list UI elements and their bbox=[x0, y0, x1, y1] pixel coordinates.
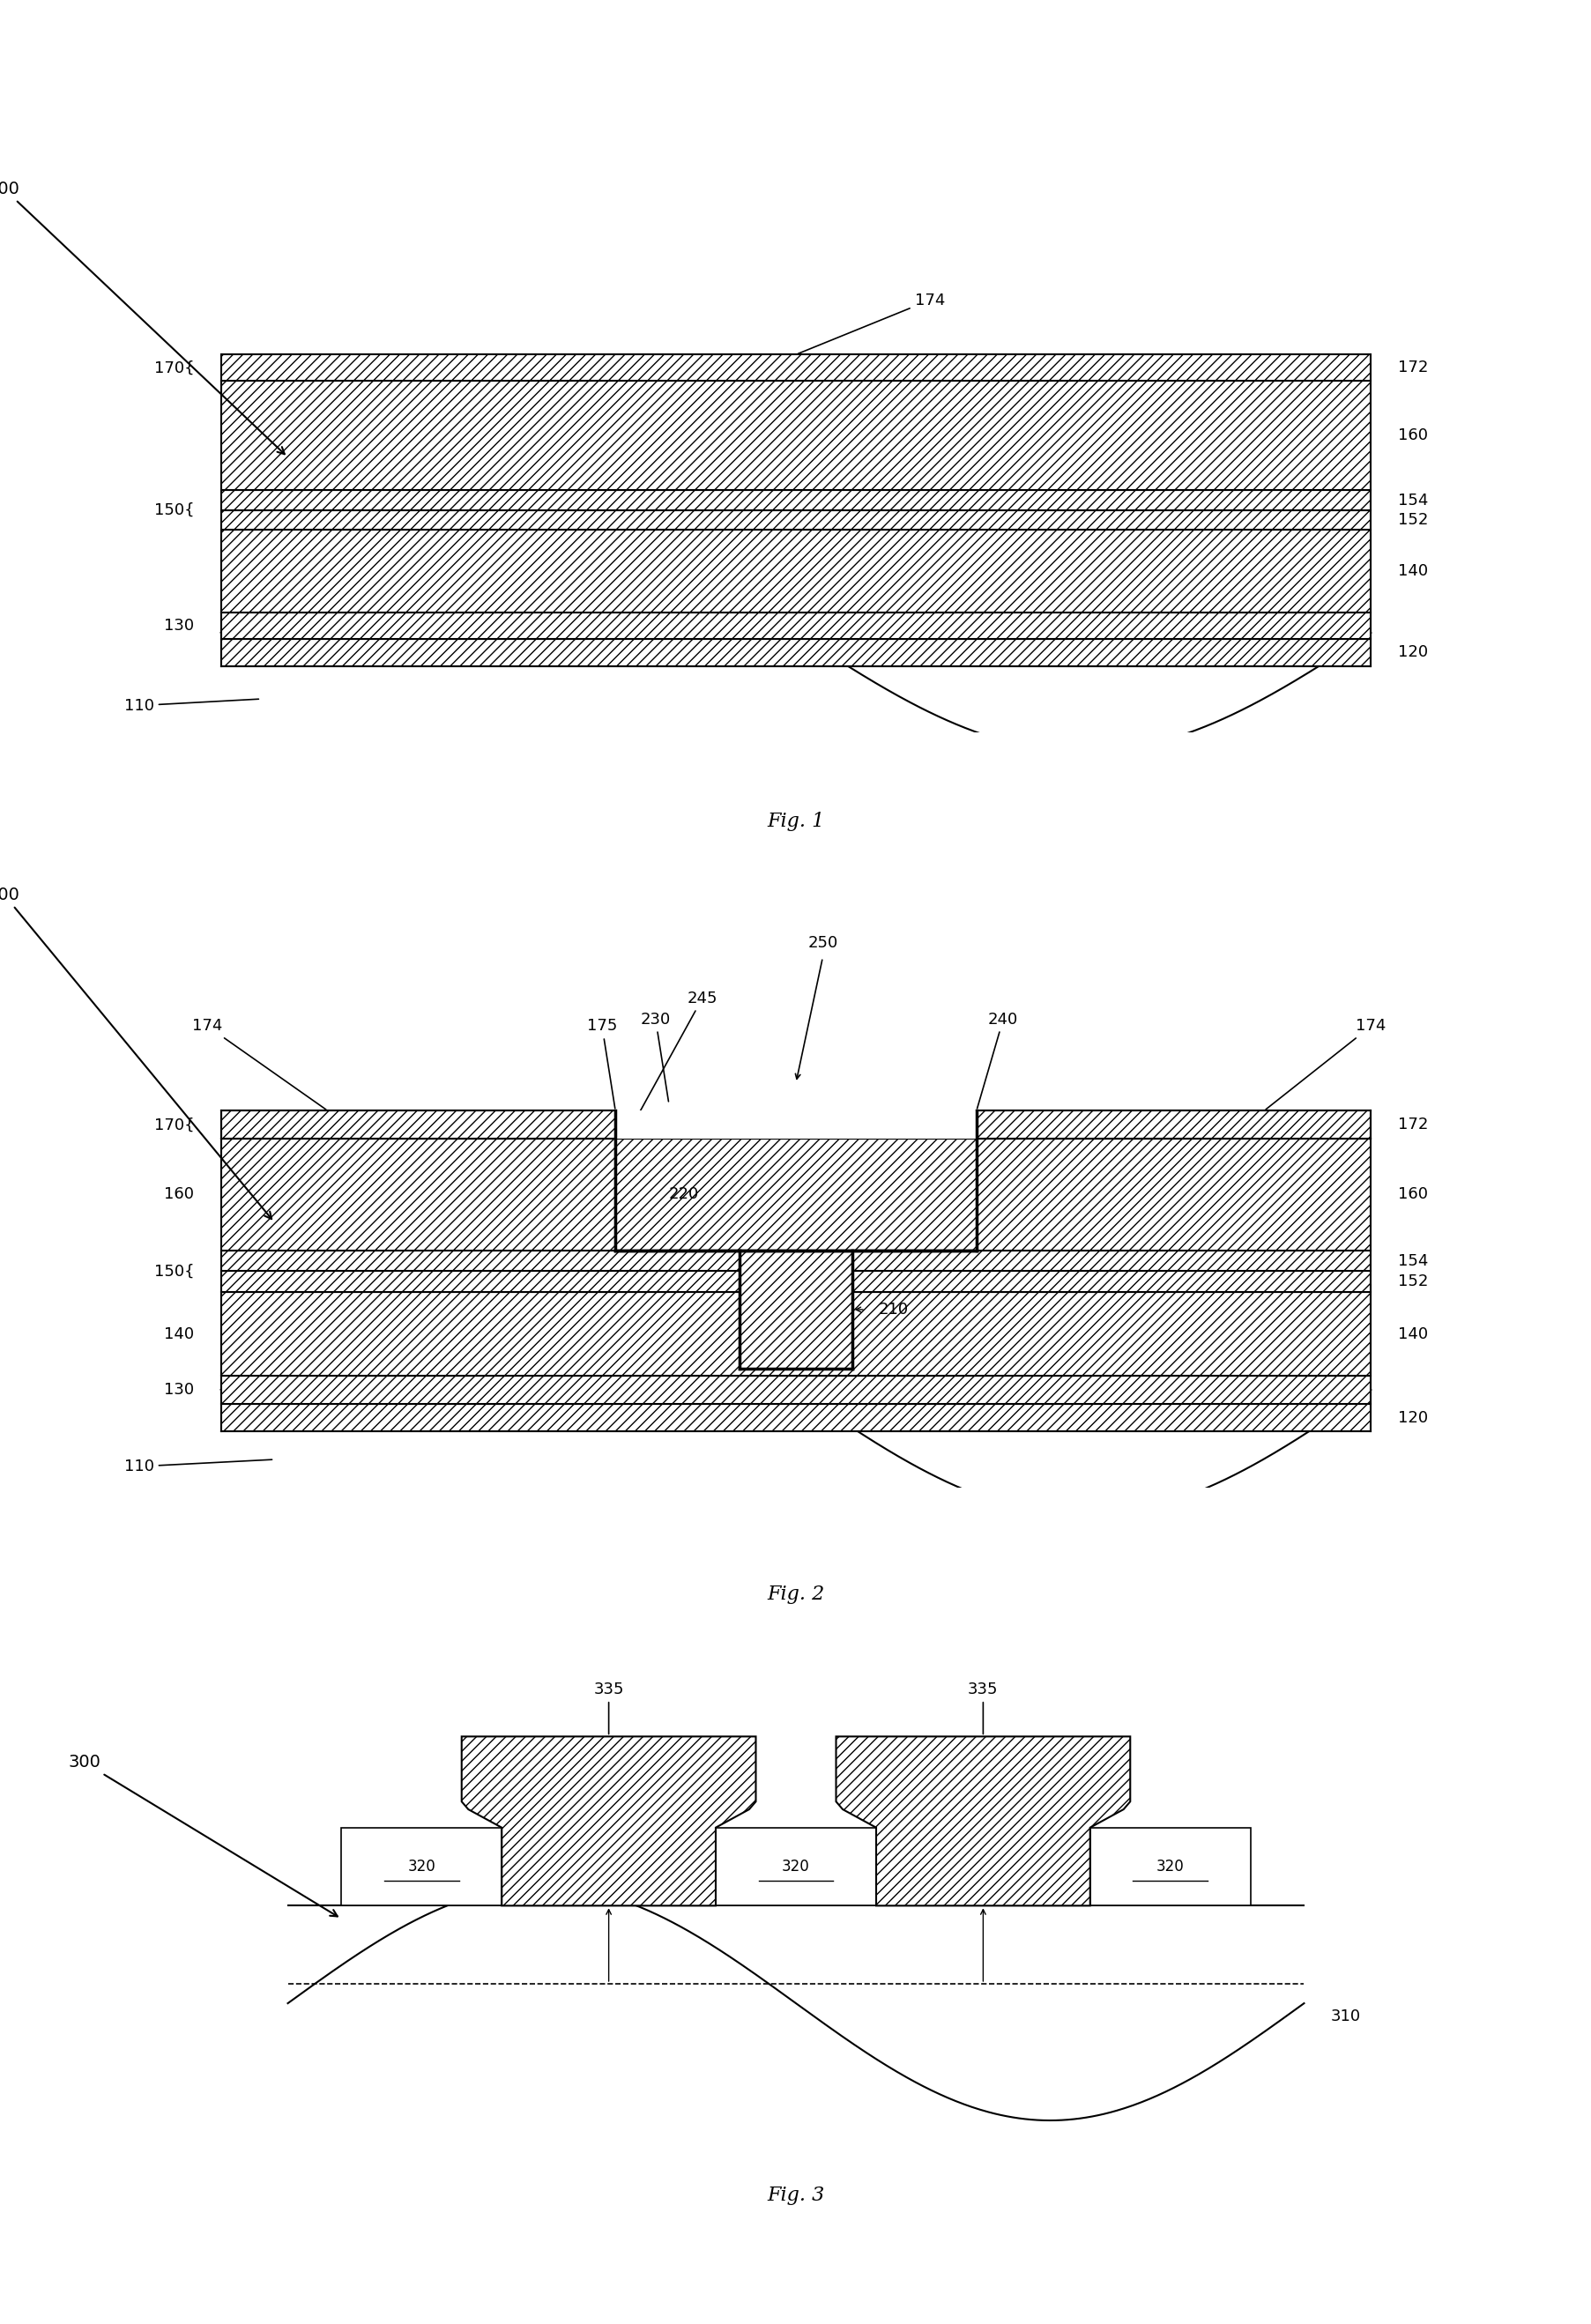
Bar bbox=[221, 1404, 1370, 1432]
Bar bbox=[288, 1906, 1303, 2101]
Bar bbox=[221, 667, 1370, 732]
Text: 320: 320 bbox=[781, 1859, 810, 1875]
Text: 220: 220 bbox=[668, 1188, 698, 1202]
Text: 320: 320 bbox=[407, 1859, 436, 1875]
Text: 120: 120 bbox=[1397, 1411, 1427, 1425]
Bar bbox=[875, 1827, 1090, 1906]
Text: 150{: 150{ bbox=[154, 1264, 194, 1278]
Text: 174: 174 bbox=[1265, 1018, 1386, 1109]
Text: 140: 140 bbox=[1397, 1327, 1427, 1341]
Text: 150{: 150{ bbox=[154, 502, 194, 518]
Text: 160: 160 bbox=[1397, 1188, 1427, 1202]
Bar bbox=[221, 1376, 1370, 1404]
Text: 240: 240 bbox=[977, 1011, 1018, 1109]
Bar bbox=[221, 1432, 1370, 1494]
Text: Fig. 1: Fig. 1 bbox=[767, 811, 824, 832]
Bar bbox=[716, 1827, 875, 1906]
Text: 175: 175 bbox=[587, 1018, 617, 1109]
Text: 130: 130 bbox=[164, 1383, 194, 1397]
Bar bbox=[1090, 1827, 1251, 1906]
Text: 152: 152 bbox=[1397, 511, 1427, 528]
Bar bbox=[616, 1139, 975, 1250]
Bar bbox=[221, 1271, 1370, 1292]
Text: 174: 174 bbox=[797, 293, 945, 353]
Text: 172: 172 bbox=[1397, 1118, 1427, 1132]
Bar bbox=[221, 490, 1370, 511]
Polygon shape bbox=[835, 1736, 1130, 1906]
Bar bbox=[221, 1139, 616, 1250]
Text: 110: 110 bbox=[124, 1459, 272, 1473]
Text: 330: 330 bbox=[595, 1859, 622, 1875]
Text: 230: 230 bbox=[640, 1011, 670, 1102]
Text: 320: 320 bbox=[1155, 1859, 1184, 1875]
Text: 140: 140 bbox=[1397, 562, 1427, 579]
Text: 152: 152 bbox=[1397, 1274, 1427, 1290]
Bar bbox=[340, 1827, 501, 1906]
Text: 110: 110 bbox=[124, 697, 258, 713]
Text: 120: 120 bbox=[1397, 644, 1427, 660]
Bar bbox=[501, 1827, 716, 1906]
Text: 154: 154 bbox=[1397, 493, 1427, 509]
Text: 172: 172 bbox=[1397, 360, 1427, 376]
Text: Fig. 3: Fig. 3 bbox=[767, 2185, 824, 2205]
Text: Fig. 2: Fig. 2 bbox=[767, 1585, 824, 1604]
Text: 100: 100 bbox=[0, 885, 272, 1220]
Text: 170{: 170{ bbox=[154, 1118, 194, 1132]
Polygon shape bbox=[461, 1736, 756, 1906]
Text: 245: 245 bbox=[630, 990, 718, 1129]
Bar bbox=[221, 1111, 616, 1139]
Text: 335: 335 bbox=[593, 1683, 624, 1734]
Bar bbox=[221, 1292, 1370, 1376]
Text: 160: 160 bbox=[164, 1188, 194, 1202]
Bar bbox=[221, 511, 1370, 530]
Bar bbox=[975, 1139, 1370, 1250]
Text: 330: 330 bbox=[969, 1859, 996, 1875]
Text: 310: 310 bbox=[1330, 2008, 1360, 2024]
Bar bbox=[221, 639, 1370, 667]
Bar bbox=[616, 1111, 975, 1139]
Text: 174: 174 bbox=[193, 1018, 326, 1109]
Text: 140: 140 bbox=[164, 1327, 194, 1341]
Bar bbox=[740, 1250, 851, 1369]
Text: 335: 335 bbox=[967, 1683, 998, 1734]
Bar bbox=[221, 530, 1370, 614]
Text: 170{: 170{ bbox=[154, 360, 194, 376]
Bar bbox=[221, 614, 1370, 639]
Text: 210: 210 bbox=[878, 1301, 908, 1318]
Text: 160: 160 bbox=[1397, 428, 1427, 444]
Text: 130: 130 bbox=[164, 618, 194, 634]
Text: 100: 100 bbox=[0, 181, 285, 453]
Bar bbox=[221, 381, 1370, 490]
Bar bbox=[221, 1250, 1370, 1271]
Text: 300: 300 bbox=[68, 1755, 337, 1917]
Text: 250: 250 bbox=[807, 934, 837, 951]
Text: 154: 154 bbox=[1397, 1253, 1427, 1269]
Bar bbox=[221, 356, 1370, 381]
Bar bbox=[975, 1111, 1370, 1139]
